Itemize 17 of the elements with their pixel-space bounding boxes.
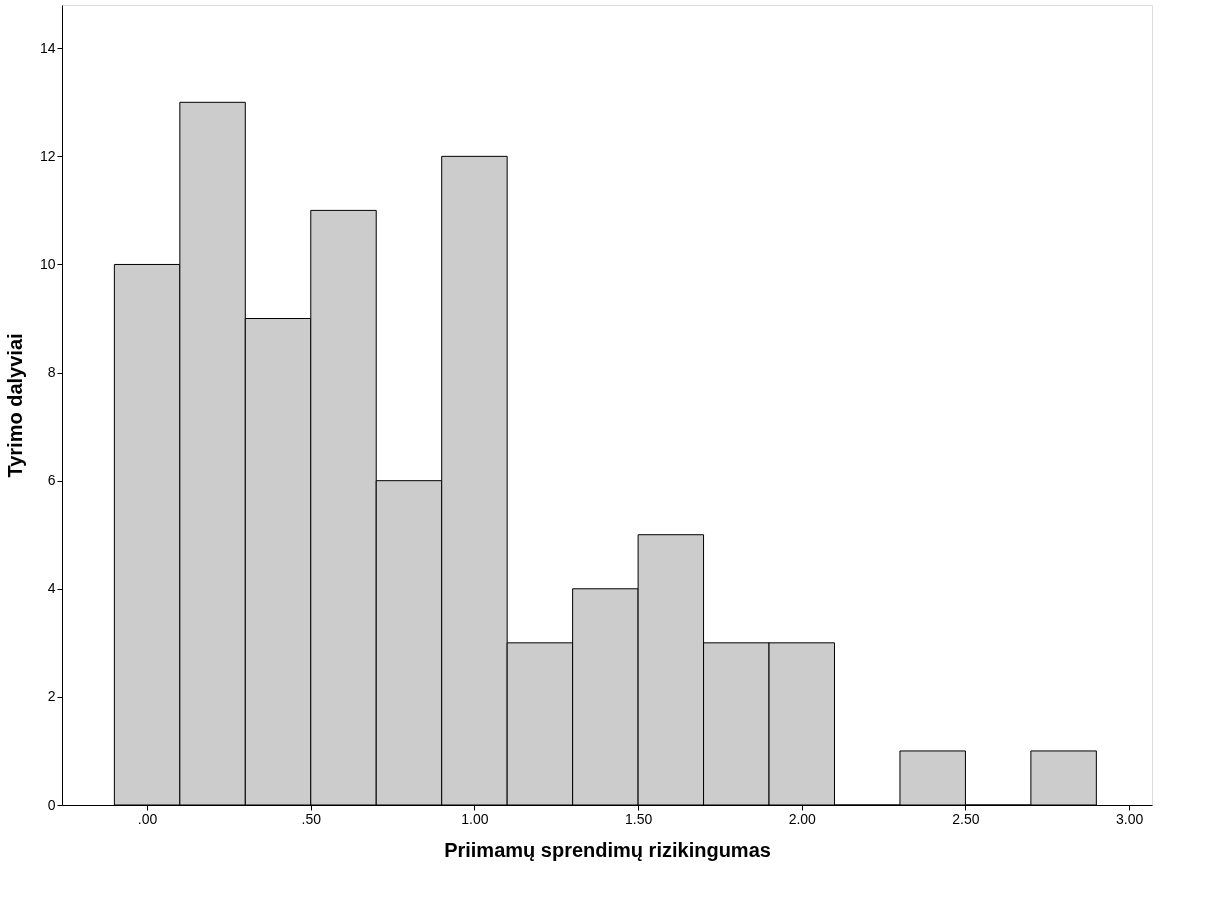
y-tick-label: 0 — [47, 796, 56, 813]
y-tick-label: 4 — [47, 580, 56, 597]
x-tick-label: 3.00 — [1115, 810, 1144, 827]
y-tick-label: 2 — [47, 688, 56, 705]
y-tick-label: 8 — [47, 364, 56, 381]
x-tick-label: 1.50 — [624, 810, 653, 827]
x-tick-label: 1.00 — [461, 810, 489, 827]
y-tick-label: 12 — [39, 147, 56, 164]
y-tick-label: 14 — [39, 39, 56, 56]
x-tick-label: .50 — [301, 810, 322, 827]
y-tick-label: 6 — [47, 472, 56, 489]
y-axis-title: Tyrimo dalyviai — [3, 333, 26, 478]
x-tick-label: 2.00 — [788, 810, 817, 827]
x-tick-label: 2.50 — [952, 810, 980, 827]
y-tick-label: 10 — [39, 255, 56, 272]
x-axis-title: Priimamų sprendimų rizikingumas — [444, 838, 771, 861]
x-tick-label: .00 — [137, 810, 158, 827]
